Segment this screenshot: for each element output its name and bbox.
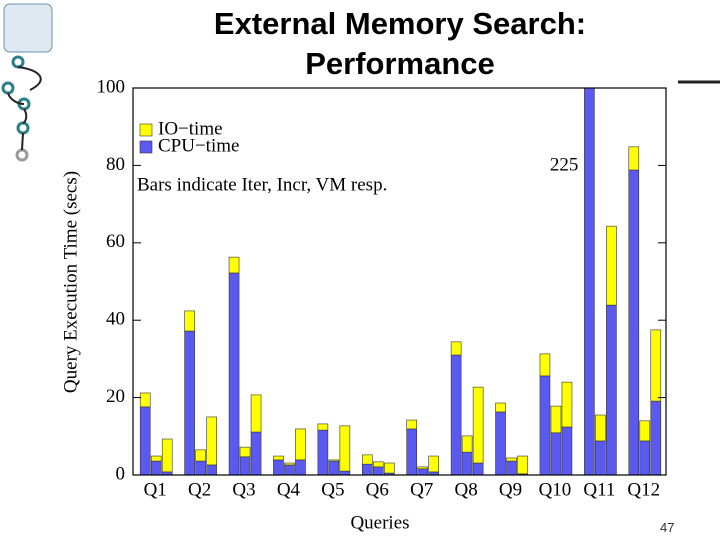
x-tick-label: Q2 (188, 479, 211, 500)
bar-segment (406, 428, 418, 475)
bar-segment (472, 386, 484, 464)
x-tick-label: Q9 (499, 479, 522, 500)
bar-segment (595, 440, 606, 475)
plot-frame (132, 87, 667, 476)
x-tick-label: Q8 (455, 479, 478, 500)
x-tick-label: Q5 (321, 479, 344, 500)
bar-segment (206, 416, 217, 466)
x-tick-label: Q6 (366, 479, 389, 500)
bar-segment (184, 330, 195, 475)
bar-segment (361, 454, 373, 465)
bar-segment (650, 400, 662, 475)
annotation: Bars indicate Iter, Incr, VM resp. (137, 174, 387, 195)
legend-swatch (139, 140, 153, 154)
y-tick-label: 100 (97, 76, 126, 97)
y-tick-label: 20 (106, 386, 125, 407)
bar-segment (295, 459, 306, 475)
bar-segment (650, 329, 662, 402)
bar-segment (628, 169, 640, 475)
bar-segment (539, 353, 551, 377)
bar-segment (417, 466, 429, 470)
x-tick-label: Q4 (277, 479, 301, 500)
bar-segment (273, 455, 284, 461)
bar-segment (239, 456, 251, 475)
bar-segment (317, 423, 329, 431)
x-tick-label: Q3 (232, 479, 255, 500)
bar-segment (417, 468, 429, 475)
bar-segment (461, 435, 473, 453)
page-number: 47 (660, 520, 675, 535)
y-tick-label: 40 (106, 309, 125, 330)
y-axis-label: Query Execution Time (secs) (60, 171, 81, 393)
bar-segment (584, 88, 595, 475)
bar-segment (228, 272, 240, 475)
x-tick-label: Q1 (144, 479, 167, 500)
y-tick-label: 60 (106, 231, 125, 252)
bar-segment (250, 431, 262, 475)
bar-segment (195, 460, 206, 475)
bar-segment (606, 304, 617, 475)
bar-segment (150, 455, 162, 462)
bar-segment (561, 426, 573, 475)
bar-segment (206, 464, 217, 475)
bar-segment (495, 411, 506, 475)
logo (1, 3, 53, 162)
bar-segment (195, 449, 206, 462)
bar-segment (472, 462, 484, 475)
bar-segment (561, 381, 573, 428)
bar-segment (372, 461, 384, 468)
legend-swatch (139, 123, 153, 137)
bar-segment (328, 459, 340, 462)
bar-segment (139, 406, 151, 475)
bar-segment (550, 432, 562, 475)
bar-segment (450, 354, 462, 475)
bar-segment (550, 405, 562, 434)
bar-segment (317, 429, 329, 475)
bar-segment (506, 460, 517, 475)
plot-area (139, 88, 662, 475)
bar-segment (339, 425, 351, 472)
x-tick-label: Q10 (539, 479, 572, 500)
bar-segment (517, 455, 528, 475)
bar-segment (539, 375, 551, 475)
bar-segment (150, 460, 162, 475)
x-tick-label: Q11 (583, 479, 615, 500)
legend-label: IO−time (158, 118, 223, 139)
bar-segment (161, 438, 173, 473)
bar-segment (372, 466, 384, 475)
bar-segment (461, 451, 473, 475)
bar-segment (406, 419, 418, 430)
bar-segment (239, 446, 251, 458)
bar-segment (250, 394, 262, 433)
bar-segment (383, 462, 395, 474)
bar-segment (639, 420, 651, 442)
bar-segment (328, 460, 340, 475)
bar-segment (428, 455, 440, 473)
bar-segment (606, 225, 617, 306)
bar-segment (139, 392, 151, 408)
x-tick-label: Q12 (627, 479, 660, 500)
bar-segment (361, 463, 373, 475)
bar-segment (450, 341, 462, 356)
bar-segment (273, 459, 284, 475)
bar-segment (595, 414, 606, 442)
bar-segment (295, 428, 306, 461)
slide-title: External Memory Search: Performance (213, 6, 587, 81)
bar-segment (628, 146, 640, 171)
bar-segment (639, 440, 651, 475)
bar-segment (506, 457, 517, 462)
bar-segment (184, 310, 195, 332)
bar-segment (284, 462, 295, 466)
y-tick-label: 80 (106, 154, 125, 175)
data-label: 225 (550, 154, 579, 175)
y-tick-label: 0 (116, 463, 126, 484)
legend-label: CPU−time (158, 135, 239, 156)
bar-segment (228, 256, 240, 274)
x-tick-label: Q7 (410, 479, 433, 500)
x-axis-label: Queries (350, 512, 409, 533)
bar-segment (284, 464, 295, 475)
bar-segment (495, 402, 506, 413)
